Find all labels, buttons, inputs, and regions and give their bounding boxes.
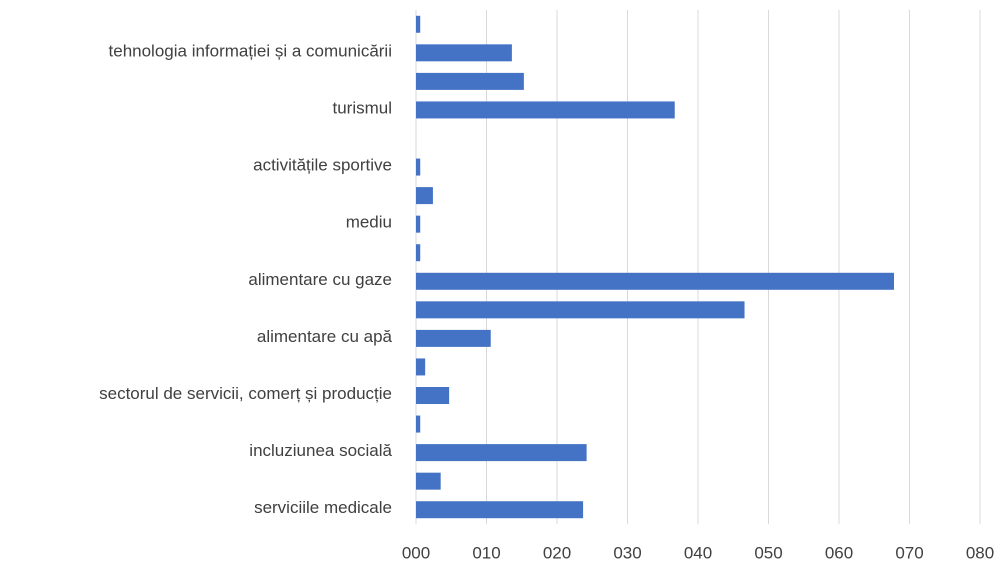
y-tick-label: alimentare cu gaze — [248, 270, 392, 289]
bar — [416, 387, 450, 404]
bar — [416, 358, 426, 376]
bar — [416, 101, 675, 119]
x-tick-label: 060 — [825, 543, 853, 562]
x-tick-label: 010 — [472, 543, 500, 562]
y-tick-label: incluziunea socială — [249, 441, 392, 460]
bar — [416, 187, 433, 205]
bar — [416, 329, 491, 347]
bar — [416, 72, 524, 90]
bar — [416, 472, 441, 490]
x-tick-label: 050 — [754, 543, 782, 562]
y-tick-label: alimentare cu apă — [257, 327, 393, 346]
x-tick-label: 000 — [402, 543, 430, 562]
bar — [416, 415, 421, 433]
y-tick-label: mediu — [346, 213, 392, 232]
y-tick-label: tehnologia informației și a comunicării — [109, 41, 392, 60]
bar — [416, 44, 512, 62]
bar — [416, 301, 745, 319]
y-tick-label: activitățile sportive — [253, 156, 392, 175]
x-tick-label: 080 — [966, 543, 994, 562]
x-tick-label: 020 — [543, 543, 571, 562]
bar — [416, 244, 421, 262]
y-tick-label: turismul — [332, 98, 392, 117]
x-tick-label: 070 — [895, 543, 923, 562]
y-tick-label: sectorul de servicii, comerț și producți… — [99, 384, 392, 403]
x-tick-label: 040 — [684, 543, 712, 562]
bar — [416, 15, 421, 33]
y-tick-label: serviciile medicale — [254, 498, 392, 517]
x-tick-label: 030 — [613, 543, 641, 562]
bar — [416, 215, 421, 233]
bar — [416, 444, 587, 462]
bar — [416, 158, 421, 176]
bar — [416, 501, 584, 519]
bar — [416, 272, 894, 290]
